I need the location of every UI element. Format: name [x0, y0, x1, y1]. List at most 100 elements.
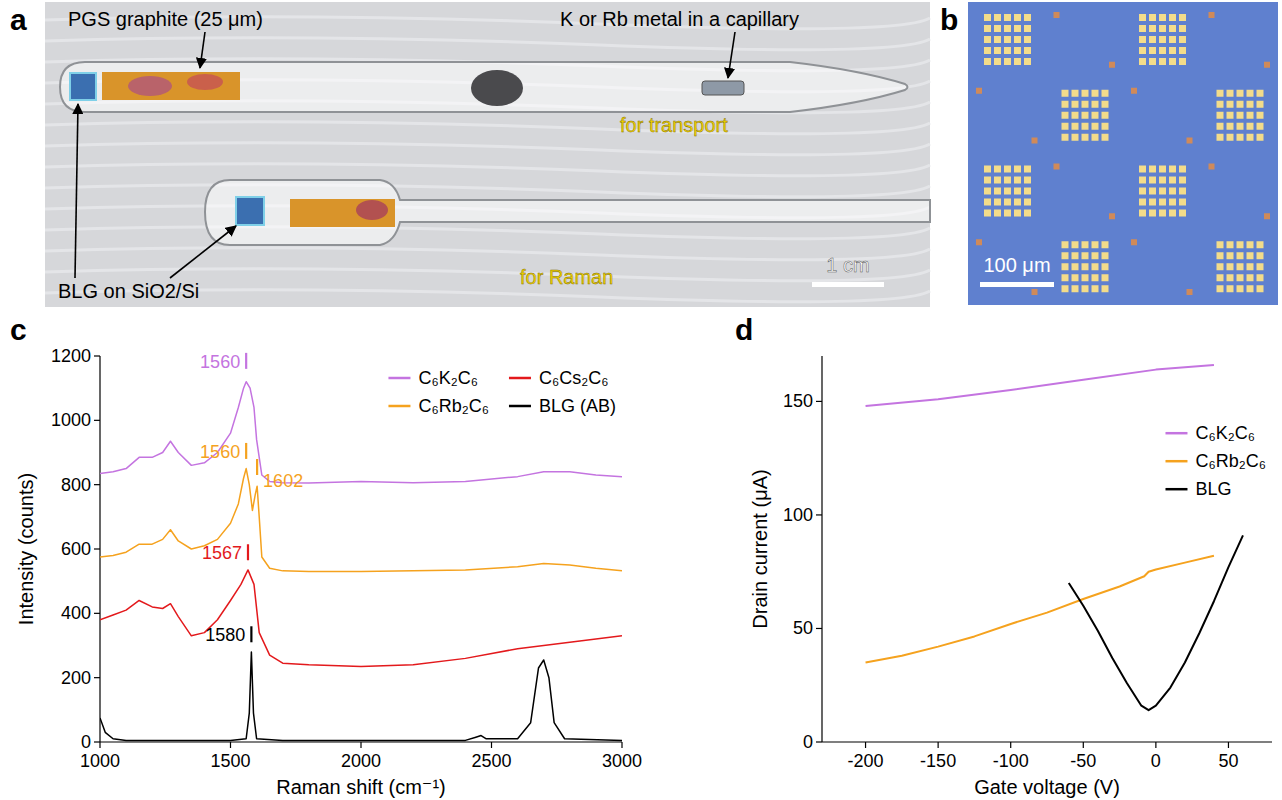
contact-pad — [1159, 58, 1166, 65]
contact-pad — [1179, 210, 1186, 217]
contact-pad — [1139, 14, 1146, 21]
contact-pad — [1024, 210, 1031, 217]
contact-pad — [1062, 274, 1069, 281]
y-tick-label: 50 — [793, 618, 813, 638]
x-tick-label: -200 — [848, 751, 884, 771]
contact-pad — [1247, 134, 1254, 141]
contact-pad — [1139, 166, 1146, 173]
contact-pad — [1169, 177, 1176, 184]
contact-pad — [1159, 47, 1166, 54]
x-tick-label: -100 — [993, 751, 1029, 771]
legend-swatch — [388, 377, 410, 380]
legend-swatch — [1165, 488, 1187, 491]
tube-transport — [60, 62, 908, 112]
contact-pad — [1082, 90, 1089, 97]
contact-pad — [1227, 134, 1234, 141]
y-axis — [821, 356, 822, 742]
contact-pad — [1169, 188, 1176, 195]
contact-pad — [1014, 177, 1021, 184]
contact-pad — [1149, 166, 1156, 173]
peak-marker — [245, 443, 247, 459]
contact-pad — [994, 36, 1001, 43]
contact-pad — [1237, 90, 1244, 97]
contact-pad — [1062, 101, 1069, 108]
x-tick-label: 1000 — [80, 751, 120, 771]
contact-pad — [1149, 210, 1156, 217]
marker-pad — [1187, 289, 1193, 295]
contact-pad — [984, 188, 991, 195]
y-tick-label: 400 — [61, 603, 91, 623]
y-tick-label: 0 — [81, 732, 91, 752]
contact-pad — [1072, 285, 1079, 292]
legend-label: C₆K₂C₆ — [1195, 423, 1255, 443]
legend-label: C₆Cs₂C₆ — [539, 368, 609, 388]
contact-pad — [1004, 58, 1011, 65]
contact-pad — [1092, 241, 1099, 248]
y-tick — [816, 628, 822, 629]
pgs-graphite — [290, 199, 395, 227]
contact-pad — [1257, 274, 1264, 281]
contact-pad — [1217, 112, 1224, 119]
metal-capillary — [702, 81, 744, 95]
contact-pad — [1247, 263, 1254, 270]
scale-bar — [812, 282, 884, 287]
legend-label: C₆K₂C₆ — [418, 368, 478, 388]
y-tick — [94, 484, 100, 485]
contact-pad — [1024, 25, 1031, 32]
contact-pad — [1237, 123, 1244, 130]
contact-pad — [1072, 112, 1079, 119]
y-tick-label: 200 — [61, 668, 91, 688]
contact-pad — [1014, 199, 1021, 206]
photo-texture — [45, 248, 930, 260]
x-tick-label: -50 — [1070, 751, 1096, 771]
contact-pad — [984, 36, 991, 43]
contact-pad — [1004, 166, 1011, 173]
contact-pad — [994, 166, 1001, 173]
series-line — [1069, 535, 1243, 710]
x-tick-label: 1500 — [210, 751, 250, 771]
contact-pad — [1102, 241, 1109, 248]
contact-pad — [1149, 177, 1156, 184]
photo-label: K or Rb metal in a capillary — [560, 8, 799, 30]
contact-pad — [1092, 90, 1099, 97]
contact-pad — [1082, 285, 1089, 292]
x-tick-label: 50 — [1218, 751, 1238, 771]
contact-pad — [1139, 25, 1146, 32]
contact-pad — [1062, 285, 1069, 292]
contact-pad — [1024, 36, 1031, 43]
contact-pad — [1159, 199, 1166, 206]
contact-pad — [1179, 188, 1186, 195]
contact-pad — [1169, 25, 1176, 32]
contact-pad — [1092, 285, 1099, 292]
series-line — [100, 652, 622, 740]
graphite-patch — [356, 200, 388, 220]
contact-pad — [1237, 274, 1244, 281]
y-tick-label: 150 — [783, 391, 813, 411]
x-tick-label: 2000 — [341, 751, 381, 771]
contact-pad — [1257, 285, 1264, 292]
contact-pad — [994, 58, 1001, 65]
contact-pad — [1149, 188, 1156, 195]
contact-pad — [1169, 166, 1176, 173]
contact-pad — [1227, 263, 1234, 270]
photo-texture — [45, 185, 930, 197]
contact-pad — [1092, 101, 1099, 108]
y-tick-label: 600 — [61, 539, 91, 559]
contact-pad — [1159, 25, 1166, 32]
contact-pad — [1062, 263, 1069, 270]
contact-pad — [1139, 199, 1146, 206]
marker-pad — [1131, 88, 1137, 94]
y-tick-label: 1000 — [51, 410, 91, 430]
contact-pad — [1062, 112, 1069, 119]
contact-pad — [1062, 134, 1069, 141]
figure: PGS graphite (25 μm)K or Rb metal in a c… — [0, 0, 1282, 800]
contact-pad — [994, 47, 1001, 54]
contact-pad — [1102, 123, 1109, 130]
contact-pad — [1149, 25, 1156, 32]
contact-pad — [1014, 188, 1021, 195]
contact-pad — [1072, 241, 1079, 248]
peak-marker — [247, 544, 249, 560]
contact-pad — [1227, 274, 1234, 281]
peak-label: 1602 — [263, 471, 303, 491]
series-group — [100, 382, 622, 741]
